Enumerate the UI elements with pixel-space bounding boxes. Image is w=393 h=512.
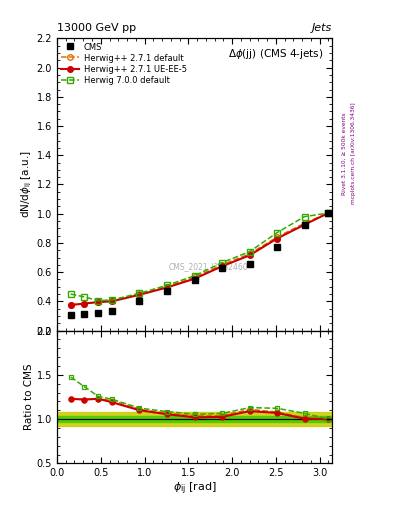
CMS [326, 210, 331, 216]
Herwig++ 2.7.1 default [110, 297, 114, 304]
Bar [57, 412, 332, 426]
Herwig++ 2.7.1 default [326, 210, 331, 216]
CMS [220, 265, 224, 271]
CMS [247, 261, 252, 267]
Herwig++ 2.7.1 UE-EE-5 [192, 275, 197, 282]
Herwig++ 2.7.1 UE-EE-5 [275, 236, 279, 242]
Herwig++ 2.7.1 default [192, 274, 197, 280]
Text: $\Delta\phi$(jj) (CMS 4-jets): $\Delta\phi$(jj) (CMS 4-jets) [228, 47, 324, 61]
Herwig 7.0.0 default [68, 291, 73, 297]
Herwig 7.0.0 default [110, 297, 114, 303]
CMS [110, 308, 114, 314]
CMS [192, 277, 197, 283]
Herwig++ 2.7.1 default [82, 301, 87, 307]
CMS [165, 288, 169, 294]
Herwig++ 2.7.1 UE-EE-5 [96, 299, 101, 305]
Herwig++ 2.7.1 UE-EE-5 [247, 252, 252, 259]
Herwig 7.0.0 default [192, 273, 197, 279]
Herwig 7.0.0 default [326, 210, 331, 216]
Herwig++ 2.7.1 default [165, 284, 169, 290]
Text: CMS_2021_I1932460: CMS_2021_I1932460 [169, 262, 248, 271]
Line: CMS: CMS [68, 210, 332, 318]
CMS [96, 310, 101, 316]
Line: Herwig++ 2.7.1 default: Herwig++ 2.7.1 default [68, 210, 331, 308]
Herwig++ 2.7.1 UE-EE-5 [110, 298, 114, 305]
Text: mcplots.cern.ch [arXiv:1306.3436]: mcplots.cern.ch [arXiv:1306.3436] [351, 103, 356, 204]
CMS [137, 297, 142, 304]
Herwig++ 2.7.1 default [96, 299, 101, 305]
Herwig 7.0.0 default [275, 229, 279, 236]
Herwig 7.0.0 default [247, 249, 252, 255]
Y-axis label: Ratio to CMS: Ratio to CMS [24, 364, 34, 430]
CMS [275, 244, 279, 250]
Herwig 7.0.0 default [96, 297, 101, 304]
Text: Jets: Jets [312, 23, 332, 33]
Text: Rivet 3.1.10, ≥ 500k events: Rivet 3.1.10, ≥ 500k events [342, 112, 346, 195]
Herwig++ 2.7.1 default [68, 302, 73, 308]
Text: 13000 GeV pp: 13000 GeV pp [57, 23, 136, 33]
Herwig 7.0.0 default [82, 294, 87, 300]
Line: Herwig 7.0.0 default: Herwig 7.0.0 default [68, 210, 331, 304]
CMS [302, 222, 307, 228]
Herwig++ 2.7.1 default [220, 262, 224, 268]
Herwig++ 2.7.1 default [302, 220, 307, 226]
Herwig++ 2.7.1 UE-EE-5 [137, 292, 142, 298]
Legend: CMS, Herwig++ 2.7.1 default, Herwig++ 2.7.1 UE-EE-5, Herwig 7.0.0 default: CMS, Herwig++ 2.7.1 default, Herwig++ 2.… [59, 41, 188, 87]
Herwig++ 2.7.1 default [137, 291, 142, 297]
Herwig++ 2.7.1 UE-EE-5 [302, 222, 307, 228]
CMS [82, 311, 87, 317]
Herwig++ 2.7.1 UE-EE-5 [165, 284, 169, 290]
Herwig++ 2.7.1 UE-EE-5 [220, 263, 224, 269]
Line: Herwig++ 2.7.1 UE-EE-5: Herwig++ 2.7.1 UE-EE-5 [68, 210, 331, 308]
Herwig++ 2.7.1 UE-EE-5 [68, 302, 73, 308]
Herwig++ 2.7.1 default [247, 251, 252, 257]
Herwig 7.0.0 default [220, 260, 224, 266]
Herwig++ 2.7.1 UE-EE-5 [326, 210, 331, 216]
X-axis label: $\phi_{\rm ij}$ [rad]: $\phi_{\rm ij}$ [rad] [173, 481, 217, 497]
Y-axis label: dN/d$\phi_{\rm ij}$ [a.u.]: dN/d$\phi_{\rm ij}$ [a.u.] [19, 151, 34, 218]
Herwig++ 2.7.1 default [275, 234, 279, 240]
Bar [57, 416, 332, 422]
Herwig++ 2.7.1 UE-EE-5 [82, 301, 87, 307]
Herwig 7.0.0 default [302, 214, 307, 220]
CMS [68, 312, 73, 318]
Herwig 7.0.0 default [137, 290, 142, 296]
Herwig 7.0.0 default [165, 282, 169, 288]
